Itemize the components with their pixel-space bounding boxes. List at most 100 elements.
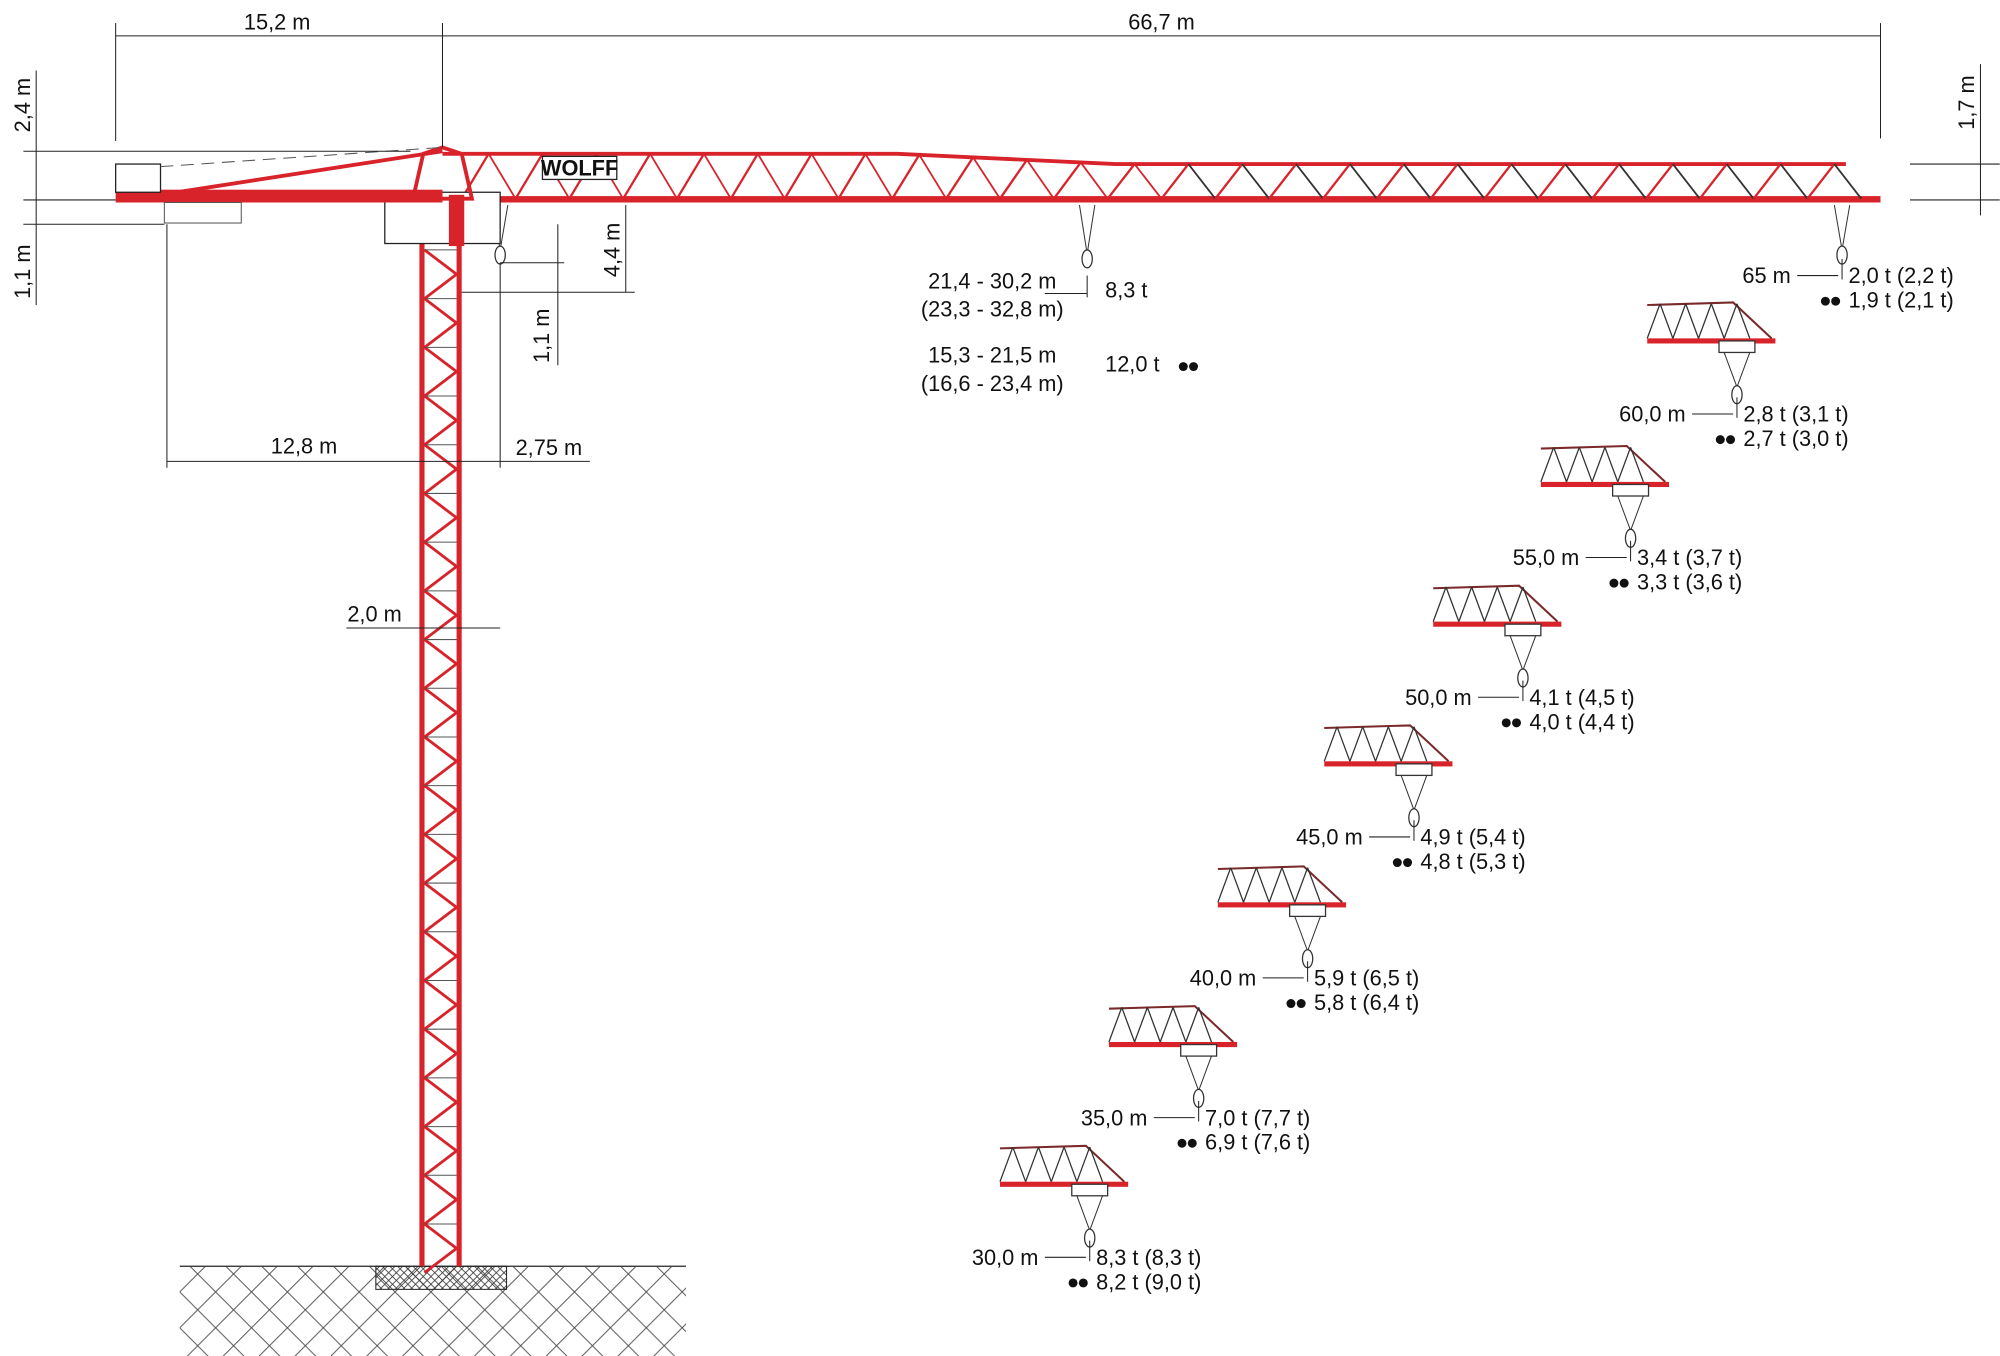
brand-logo-text: WOLFF [541,156,618,181]
hook-dot [1286,999,1296,1009]
tower-brace [423,1052,458,1080]
jib-brace [460,153,490,200]
load2: 12,0 t [1105,352,1159,377]
tower-brace [423,687,458,714]
tower-brace [423,1125,458,1153]
jib-section-brace [1198,1007,1213,1043]
jib-brace [783,153,813,200]
double-fall-hook-icon [1178,362,1199,372]
jib-section-brace [1037,1146,1052,1182]
hook-rope [1086,204,1096,254]
double-fall-load: 1,9 t (2,1 t) [1848,288,1953,313]
radius-label: 45,0 m [1296,825,1363,850]
load-chart-row: 30,0 m 8,3 t (8,3 t)8,2 t (9,0 t) [972,1144,1201,1294]
hook-dot [1501,718,1511,728]
jib-section-brace [1306,867,1322,903]
hook-rope [1736,352,1751,388]
jib-section-brace [1522,586,1537,622]
jib-brace [756,153,786,200]
load-chart-row: 55,0 m 3,4 t (3,7 t)3,3 t (3,6 t) [1513,444,1742,595]
single-fall-load: 2,0 t (2,2 t) [1848,263,1953,288]
tower-brace [423,833,458,860]
jib-section-brace [1413,726,1428,762]
load-chart-row: 45,0 m 4,9 t (5,4 t)4,8 t (5,3 t) [1296,724,1526,874]
jib-brace [1429,163,1459,200]
double-fall-load: 5,8 t (6,4 t) [1314,990,1419,1015]
jib-brace [1268,163,1297,200]
jib-brace [1483,163,1513,200]
single-fall-load: 5,9 t (6,5 t) [1314,966,1419,991]
jib-brace [1806,163,1836,200]
dim-trolley-offset: 1,1 m [529,309,554,363]
tower-brace [423,1076,458,1104]
jib-section-top [1540,444,1666,483]
hook-dot [1403,858,1413,868]
hook-rope [499,204,509,251]
jib-section [1433,621,1562,627]
jib-section-brace [1146,1007,1161,1043]
jib-brace [972,156,1001,200]
trolley [1289,904,1327,918]
jib-section-brace [1736,303,1751,339]
dimension-labels: 15,2 m 66,7 m 2,4 m 1,1 m 1,7 m 4,4 m 1,… [10,9,1979,626]
tower-right-chord [456,243,462,1267]
hook-rope [1723,352,1738,388]
hook-rope [1522,635,1537,671]
tower-brace [423,881,458,909]
jib-section-brace [1336,726,1351,762]
trolley [1611,483,1650,497]
hook-dot [1187,1138,1197,1148]
jib-section-brace [1540,447,1555,483]
tower-brace [423,808,458,836]
jib-section-brace [1604,447,1619,483]
jib-brace [1779,163,1809,200]
hook-rope [1413,775,1428,811]
jib-section-brace [1133,1007,1148,1043]
jib-brace [1133,163,1163,200]
load-chart-row: 65 m 2,0 t (2,2 t)1,9 t (2,1 t) [1742,258,1954,313]
jib-section [1647,338,1776,344]
jib-brace [1052,161,1082,200]
dim-jib-length: 66,7 m [1128,9,1195,34]
range1: 21,4 - 30,2 m [928,268,1056,293]
jib-section-brace [1697,303,1712,339]
jib-section-brace [1672,303,1687,339]
jib-section-top [999,1144,1126,1183]
tower-brace [423,297,458,325]
double-fall-load: 4,0 t (4,4 t) [1529,709,1634,734]
jib-section-brace [1255,867,1270,903]
jib-brace [864,153,894,200]
jib-brace [1618,163,1647,200]
jib-brace [1160,163,1190,200]
jib-section-brace [1471,586,1486,622]
jib-brace [1214,163,1244,200]
jib-brace [1456,163,1486,200]
radius-label: 55,0 m [1513,545,1580,570]
jib-brace [1375,163,1405,200]
hook-dot [1296,999,1306,1009]
tower-brace [423,614,458,641]
jib-section-top [1433,584,1559,623]
jib-section-brace [1578,447,1593,483]
jib-section-top [1217,865,1343,904]
jib-brace [1080,161,1109,200]
tower-brace [423,1222,458,1250]
tower-brace [423,346,458,373]
jib-section [1324,761,1453,767]
radius-label: 30,0 m [972,1245,1039,1270]
hook-rope [1089,1195,1104,1231]
double-fall-hook-icon [1068,1278,1088,1288]
trolley [1395,763,1433,777]
max-load-block: 21,4 - 30,2 m (23,3 - 32,8 m) 8,3 t 15,3… [921,268,1199,396]
jib-brace [703,153,732,200]
hook-rope [1400,775,1415,811]
dimension-lines [23,23,2000,629]
jib-section-brace [1400,726,1415,762]
jib-brace [649,153,678,200]
range2-alt: (16,6 - 23,4 m) [921,371,1064,396]
tower-brace [423,760,458,787]
dim-jib-tip-height: 1,7 m [1954,75,1979,129]
jib-section-brace [1723,303,1738,339]
jib-section-brace [1063,1146,1078,1182]
jib-bottom-chord [442,196,1881,203]
